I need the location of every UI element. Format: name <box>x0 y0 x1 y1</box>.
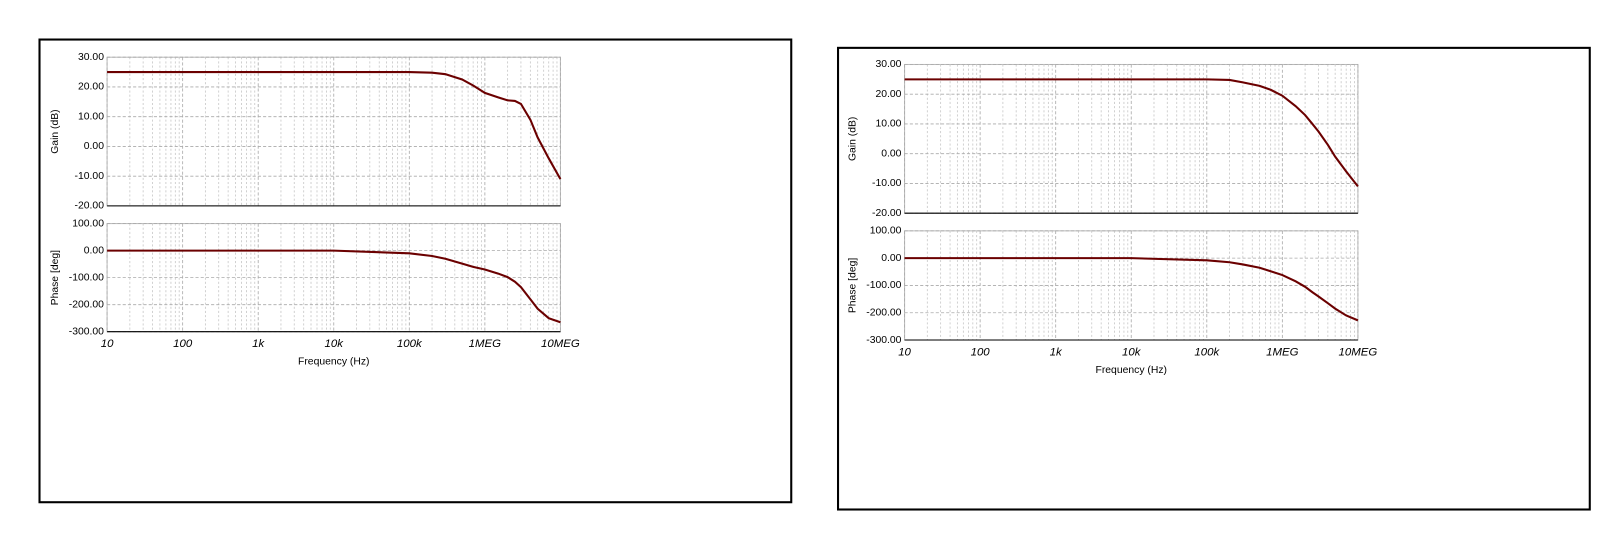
y-axis-label: Gain (dB) <box>847 117 858 161</box>
y-tick-label: 100.00 <box>870 226 902 237</box>
x-tick-label: 10 <box>101 338 114 350</box>
y-tick-label: -200.00 <box>866 307 901 318</box>
y-tick-label: -10.00 <box>75 171 105 182</box>
x-tick-label: 1MEG <box>469 338 501 350</box>
series-line <box>107 249 561 324</box>
series-line <box>107 71 562 180</box>
x-tick-label: 10k <box>1122 347 1142 359</box>
y-tick-label: 30.00 <box>78 52 104 63</box>
x-tick-label: 1k <box>252 338 265 350</box>
series-line <box>904 78 1359 188</box>
y-tick-label: 30.00 <box>875 59 901 70</box>
y-tick-label: 0.00 <box>84 245 104 256</box>
y-tick-label: 0.00 <box>881 253 901 264</box>
y-tick-label: -10.00 <box>872 178 902 189</box>
y-tick-label: 10.00 <box>78 111 104 122</box>
x-tick-label: 100k <box>397 338 423 350</box>
x-tick-label: 10MEG <box>1339 347 1378 359</box>
y-tick-label: 20.00 <box>875 89 901 100</box>
y-tick-label: 0.00 <box>881 148 901 159</box>
x-tick-label: 10k <box>325 338 345 350</box>
y-axis-label: Gain (dB) <box>50 109 61 153</box>
y-tick-label: 10.00 <box>875 119 901 130</box>
y-tick-label: -100.00 <box>69 272 104 283</box>
y-tick-label: 20.00 <box>78 82 104 93</box>
x-axis-label: Frequency (Hz) <box>1095 365 1167 376</box>
series-line <box>904 257 1359 322</box>
y-tick-label: -20.00 <box>872 208 902 219</box>
x-tick-label: 100 <box>971 347 991 359</box>
x-tick-label: 100k <box>1194 347 1220 359</box>
y-tick-label: -20.00 <box>75 201 105 212</box>
x-tick-label: 1k <box>1050 347 1063 359</box>
y-axis-label: Phase [deg] <box>50 250 61 305</box>
y-tick-label: 0.00 <box>84 141 104 152</box>
y-tick-label: 100.00 <box>72 218 104 229</box>
y-tick-label: -300.00 <box>866 335 901 346</box>
y-tick-label: -200.00 <box>69 299 104 310</box>
y-tick-label: -100.00 <box>866 280 901 291</box>
x-tick-label: 10MEG <box>541 338 580 350</box>
x-tick-label: 100 <box>173 338 193 350</box>
x-axis-label: Frequency (Hz) <box>298 357 370 368</box>
x-tick-label: 1MEG <box>1266 347 1298 359</box>
x-tick-label: 10 <box>898 347 911 359</box>
y-axis-label: Phase [deg] <box>847 258 858 313</box>
y-tick-label: -300.00 <box>69 326 104 337</box>
